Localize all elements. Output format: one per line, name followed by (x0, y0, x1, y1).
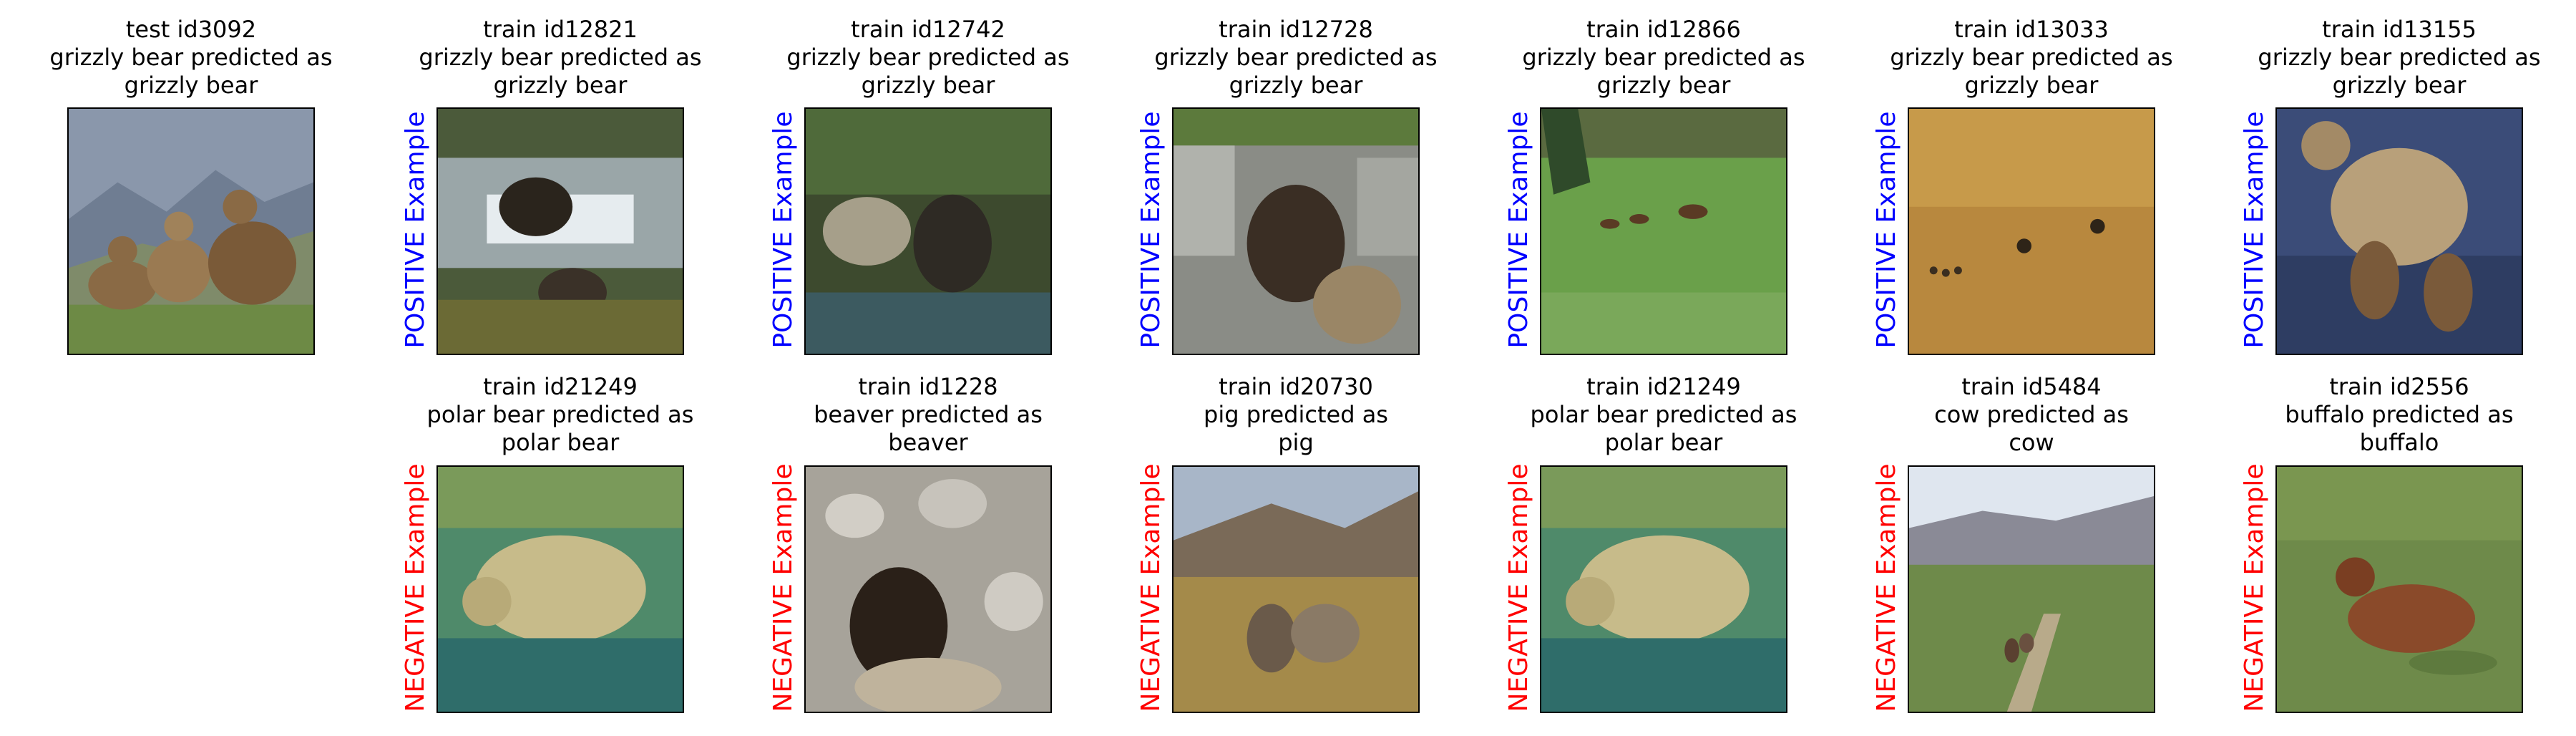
negative-caption-line1: polar bear predicted as (426, 401, 694, 428)
positive-id: train id12821 (483, 16, 638, 43)
positive-caption-line2: grizzly bear (1229, 72, 1363, 99)
positive-title: train id12728 grizzly bear predicted as … (1129, 16, 1463, 100)
positive-image (1908, 107, 2155, 355)
positive-caption-line2: grizzly bear (1596, 72, 1731, 99)
negative-label: NEGATIVE Example (769, 463, 798, 712)
negative-caption-line2: polar bear (501, 429, 620, 456)
positive-id: train id13155 (2322, 16, 2477, 43)
negative-label: NEGATIVE Example (1872, 463, 1901, 712)
positive-id: train id12866 (1586, 16, 1741, 43)
negative-caption-line2: buffalo (2359, 429, 2439, 456)
negative-image (1172, 465, 1420, 713)
negative-caption-line1: beaver predicted as (814, 401, 1043, 428)
positive-caption-line2: grizzly bear (493, 72, 628, 99)
test-image (67, 107, 315, 355)
positive-image (1172, 107, 1420, 355)
test-id: test id3092 (125, 16, 257, 43)
positive-caption-line2: grizzly bear (861, 72, 995, 99)
positive-image (436, 107, 684, 355)
negative-title: train id1228 beaver predicted as beaver (761, 373, 1095, 457)
negative-id: train id1228 (858, 373, 998, 400)
negative-caption-line1: buffalo predicted as (2285, 401, 2514, 428)
negative-image (1540, 465, 1787, 713)
negative-label: NEGATIVE Example (401, 463, 430, 712)
positive-caption-line1: grizzly bear predicted as (786, 44, 1070, 71)
test-caption-line2: grizzly bear (124, 72, 258, 99)
negative-label: NEGATIVE Example (2240, 463, 2269, 712)
negative-title: train id20730 pig predicted as pig (1129, 373, 1463, 457)
negative-title: train id21249 polar bear predicted as po… (394, 373, 727, 457)
positive-image (804, 107, 1052, 355)
positive-title: train id12742 grizzly bear predicted as … (761, 16, 1095, 100)
positive-label: POSITIVE Example (1136, 111, 1166, 349)
positive-image (1540, 107, 1787, 355)
test-caption-line1: grizzly bear predicted as (49, 44, 333, 71)
negative-caption-line1: polar bear predicted as (1530, 401, 1797, 428)
negative-caption-line2: cow (2009, 429, 2054, 456)
positive-title: train id12866 grizzly bear predicted as … (1497, 16, 1830, 100)
negative-caption-line1: pig predicted as (1204, 401, 1388, 428)
positive-caption-line1: grizzly bear predicted as (1522, 44, 1805, 71)
negative-image (436, 465, 684, 713)
positive-label: POSITIVE Example (1872, 111, 1901, 349)
positive-caption-line1: grizzly bear predicted as (1890, 44, 2173, 71)
negative-id: train id20730 (1219, 373, 1373, 400)
negative-title: train id21249 polar bear predicted as po… (1497, 373, 1830, 457)
positive-caption-line2: grizzly bear (1964, 72, 2099, 99)
negative-image (1908, 465, 2155, 713)
negative-id: train id21249 (483, 373, 638, 400)
positive-caption-line1: grizzly bear predicted as (2258, 44, 2541, 71)
negative-label: NEGATIVE Example (1504, 463, 1533, 712)
positive-id: train id13033 (1954, 16, 2109, 43)
positive-title: train id13155 grizzly bear predicted as … (2233, 16, 2566, 100)
negative-image (2275, 465, 2523, 713)
positive-id: train id12728 (1219, 16, 1373, 43)
positive-caption-line2: grizzly bear (2332, 72, 2467, 99)
negative-id: train id2556 (2329, 373, 2469, 400)
negative-id: train id5484 (1961, 373, 2102, 400)
positive-label: POSITIVE Example (1504, 111, 1533, 349)
positive-label: POSITIVE Example (401, 111, 430, 349)
negative-caption-line2: pig (1278, 429, 1314, 456)
positive-title: train id12821 grizzly bear predicted as … (394, 16, 727, 100)
positive-label: POSITIVE Example (2240, 111, 2269, 349)
negative-caption-line1: cow predicted as (1934, 401, 2129, 428)
negative-image (804, 465, 1052, 713)
positive-id: train id12742 (851, 16, 1005, 43)
negative-label: NEGATIVE Example (1136, 463, 1166, 712)
positive-label: POSITIVE Example (769, 111, 798, 349)
negative-caption-line2: polar bear (1604, 429, 1723, 456)
test-title: test id3092 grizzly bear predicted as gr… (24, 16, 358, 100)
negative-title: train id5484 cow predicted as cow (1865, 373, 2198, 457)
positive-title: train id13033 grizzly bear predicted as … (1865, 16, 2198, 100)
negative-id: train id21249 (1586, 373, 1741, 400)
negative-title: train id2556 buffalo predicted as buffal… (2233, 373, 2566, 457)
positive-caption-line1: grizzly bear predicted as (1154, 44, 1438, 71)
positive-caption-line1: grizzly bear predicted as (419, 44, 702, 71)
negative-caption-line2: beaver (888, 429, 968, 456)
positive-image (2275, 107, 2523, 355)
